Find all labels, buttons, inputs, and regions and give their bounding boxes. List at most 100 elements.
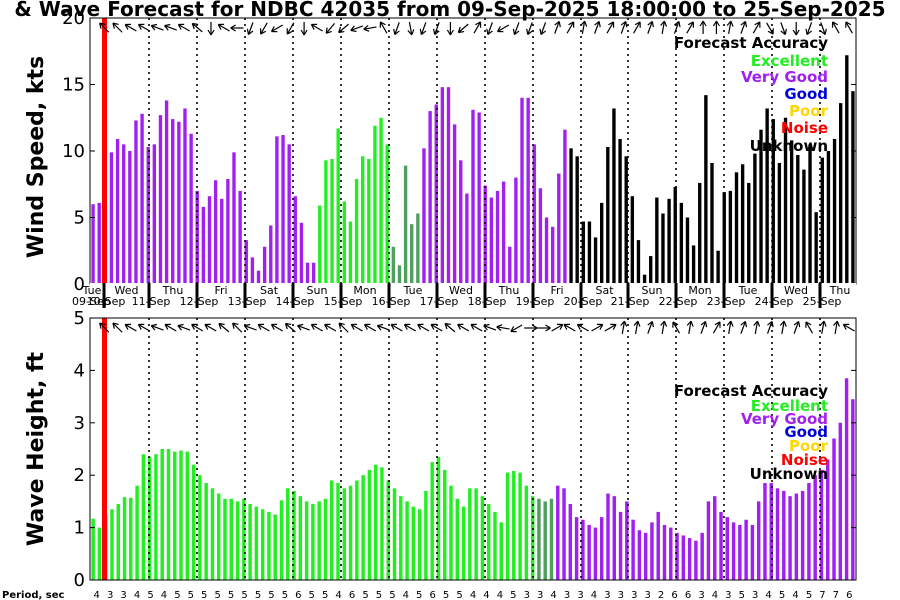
arrow-shaft xyxy=(577,324,589,332)
bar-unknown xyxy=(624,156,628,284)
day-date: 11-Sep xyxy=(132,295,171,308)
bar-transition xyxy=(537,498,541,580)
bar-very-good xyxy=(637,530,642,580)
period-label: 6 xyxy=(295,590,301,600)
day-name: Thu xyxy=(162,284,184,297)
direction-arrow xyxy=(712,321,721,334)
arrow-head xyxy=(407,29,415,36)
direction-arrow xyxy=(591,323,604,332)
bar-excellent xyxy=(97,527,102,580)
arrow-shaft xyxy=(218,24,230,32)
arrow-head xyxy=(554,20,561,28)
arrow-head xyxy=(270,323,278,330)
bar-excellent xyxy=(468,488,472,580)
bar-unknown xyxy=(661,213,665,284)
arrow-head xyxy=(310,323,318,330)
period-label: 6 xyxy=(349,590,355,600)
bar-very-good xyxy=(662,524,667,580)
bar-very-good xyxy=(794,493,799,580)
arrow-shaft xyxy=(551,324,563,332)
period-label: 5 xyxy=(322,590,328,600)
bar-excellent xyxy=(229,498,233,580)
direction-arrow xyxy=(660,20,668,35)
arrow-head xyxy=(99,322,106,329)
bar-unknown xyxy=(575,156,579,284)
bar-unknown xyxy=(606,147,610,284)
day-name: Fri xyxy=(550,284,563,297)
direction-arrow xyxy=(419,22,427,36)
direction-arrow xyxy=(633,21,641,34)
arrow-head xyxy=(137,323,145,330)
arrow-shaft xyxy=(564,324,576,332)
day-name: Thu xyxy=(829,284,851,297)
bar-very-good xyxy=(311,262,316,284)
arrow-shaft xyxy=(178,325,191,331)
bar-unknown xyxy=(789,140,794,284)
bar-very-good xyxy=(140,113,144,284)
legend-item-good: Good xyxy=(784,85,828,103)
bar-very-good-2 xyxy=(526,97,530,284)
period-label: 5 xyxy=(510,590,516,600)
arrow-shaft xyxy=(99,23,110,33)
bar-very-good xyxy=(599,517,604,580)
period-label: 4 xyxy=(497,590,503,600)
bar-very-good-2 xyxy=(446,87,451,284)
bar-very-good xyxy=(299,222,304,284)
arrow-head xyxy=(726,20,734,27)
direction-arrow xyxy=(620,320,628,335)
arrow-head xyxy=(310,23,318,30)
arrow-shaft xyxy=(272,24,283,32)
arrow-shaft xyxy=(806,22,813,34)
bar-excellent xyxy=(392,488,397,580)
arrow-head xyxy=(177,23,185,30)
arrow-head xyxy=(457,26,465,34)
direction-arrow xyxy=(207,22,215,36)
period-label: 5 xyxy=(456,590,462,600)
bar-very-good xyxy=(115,139,120,284)
period-label: 5 xyxy=(416,590,422,600)
arrow-shaft xyxy=(621,321,625,335)
bar-excellent xyxy=(342,488,347,580)
bar-very-good xyxy=(587,524,591,580)
bar-very-good xyxy=(750,524,755,580)
bar-very-good xyxy=(763,483,767,580)
direction-arrow xyxy=(177,23,190,32)
y-tick-label: 3 xyxy=(74,413,85,434)
bar-very-good xyxy=(643,532,648,580)
bar-very-good xyxy=(134,120,138,284)
bar-excellent xyxy=(210,488,215,580)
direction-arrow xyxy=(325,23,336,34)
bar-excellent xyxy=(530,496,535,580)
arrow-head xyxy=(545,324,551,332)
day-date: 19-Sep xyxy=(516,295,555,308)
bar-transition xyxy=(391,246,396,284)
direction-arrow xyxy=(633,320,641,335)
bar-transition xyxy=(549,498,554,580)
period-axis-label: Period, sec xyxy=(2,590,65,600)
direction-arrow xyxy=(430,323,443,332)
y-tick-label: 5 xyxy=(74,308,85,329)
period-label: 3 xyxy=(120,590,126,600)
bar-very-good xyxy=(232,152,236,284)
period-label: 5 xyxy=(362,590,368,600)
arrow-shaft xyxy=(647,22,653,34)
direction-arrow xyxy=(284,322,296,333)
bar-very-good xyxy=(207,196,212,284)
arrow-head xyxy=(417,323,424,330)
bar-unknown xyxy=(740,164,745,284)
period-label: 5 xyxy=(806,590,812,600)
direction-arrow xyxy=(99,322,110,333)
bar-transition xyxy=(403,165,408,284)
bar-very-good-2 xyxy=(550,226,555,284)
arrow-head xyxy=(232,322,239,329)
bar-excellent xyxy=(141,454,146,580)
arrow-head xyxy=(324,323,331,330)
direction-arrow xyxy=(805,22,813,36)
plot-frame xyxy=(89,317,857,581)
bar-very-good xyxy=(287,144,291,284)
arrow-shaft xyxy=(165,25,177,31)
bar-unknown xyxy=(642,274,647,284)
arrow-head xyxy=(767,28,774,35)
